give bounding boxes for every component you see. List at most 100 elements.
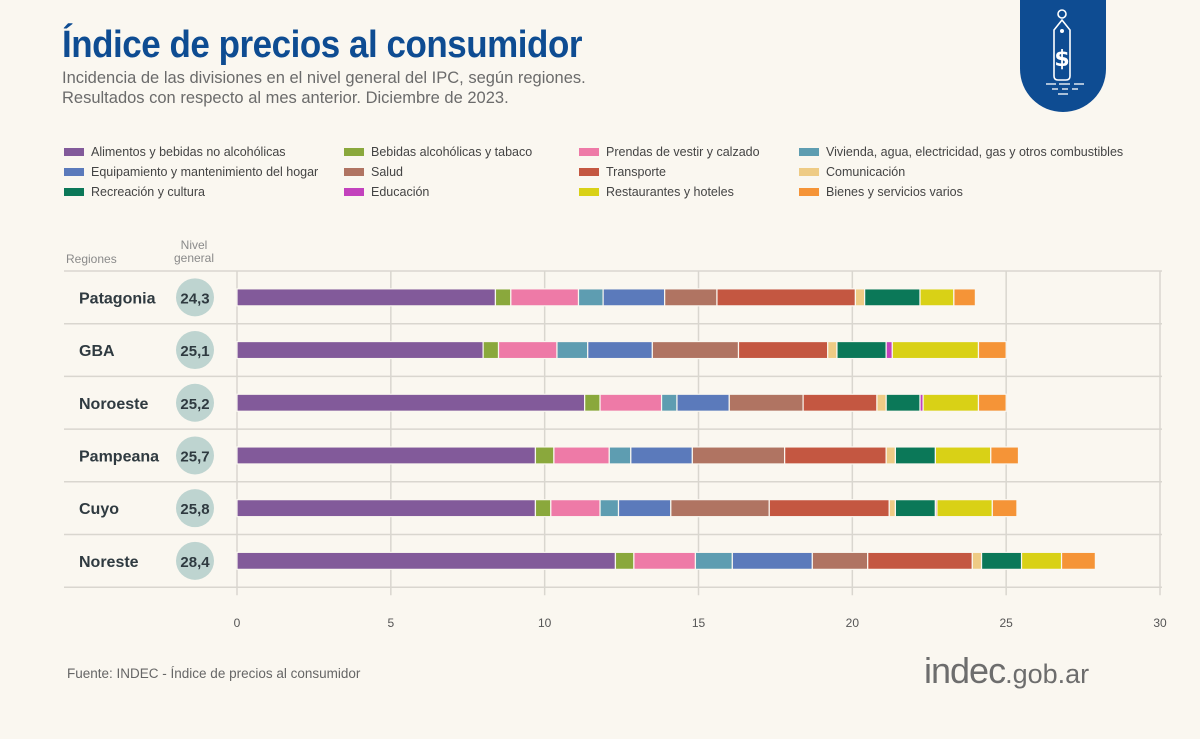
legend-label: Bebidas alcohólicas y tabaco	[371, 145, 533, 159]
legend-swatch	[579, 148, 599, 156]
bar-segment	[236, 551, 617, 570]
bar-segment	[894, 446, 937, 465]
bar-segment	[236, 499, 537, 518]
bar-segment	[953, 288, 977, 307]
bar-segment	[236, 446, 537, 465]
bar-segment	[977, 340, 1007, 360]
region-label: Noroeste	[79, 396, 148, 413]
legend-item: Equipamiento y mantenimiento del hogar	[64, 165, 318, 179]
legend-swatch	[799, 168, 819, 176]
legend-item: Transporte	[579, 165, 666, 179]
bar-segment	[811, 551, 869, 570]
bar-segment	[670, 499, 770, 518]
bar-segment	[608, 446, 632, 465]
bar-segment	[971, 551, 983, 570]
x-tick-label: 5	[387, 616, 394, 630]
bar-segment	[553, 446, 610, 465]
indec-logo: indec.gob.ar	[924, 650, 1089, 692]
bar-segment	[934, 446, 992, 465]
subtitle-line-2: Resultados con respecto al mes anterior.…	[62, 89, 509, 107]
price-tag-badge: $	[1020, 0, 1106, 112]
bar-segment	[936, 499, 993, 518]
legend-item: Bebidas alcohólicas y tabaco	[344, 145, 532, 159]
total-value: 28,4	[180, 554, 210, 571]
bar-segment	[614, 551, 635, 570]
region-label: Patagonia	[79, 290, 156, 307]
bar-segment	[651, 340, 740, 360]
total-bubble	[176, 436, 214, 475]
legend-item: Prendas de vestir y calzado	[579, 145, 760, 159]
x-tick-label: 10	[538, 616, 552, 630]
bar-segment	[802, 393, 878, 412]
legend-item: Recreación y cultura	[64, 185, 205, 199]
bar-segment	[731, 551, 813, 570]
bar-segment	[550, 499, 601, 518]
bar-segment	[716, 288, 857, 307]
bar-segment	[885, 340, 893, 360]
bar-segment	[599, 499, 620, 518]
bar-segment	[664, 288, 718, 307]
legend-swatch	[64, 148, 84, 156]
legend-label: Recreación y cultura	[91, 185, 205, 199]
bar-segment	[980, 551, 1023, 570]
x-tick-label: 15	[692, 616, 706, 630]
general-level-header-line1: Nivel	[180, 238, 208, 252]
legend-swatch	[64, 188, 84, 196]
bar-segment	[599, 393, 663, 412]
logo-main: indec	[924, 650, 1006, 691]
page-subtitle: Incidencia de las divisiones en el nivel…	[62, 68, 586, 108]
bar-segment	[827, 340, 838, 360]
total-value: 25,1	[180, 343, 209, 360]
legend-label: Salud	[371, 165, 403, 179]
legend-label: Bienes y servicios varios	[826, 185, 963, 199]
bar-segment	[602, 288, 666, 307]
bar-segment	[617, 499, 672, 518]
legend-label: Alimentos y bebidas no alcohólicas	[91, 145, 286, 159]
svg-text:$: $	[1054, 47, 1069, 72]
legend-label: Educación	[371, 185, 430, 199]
legend-item: Comunicación	[799, 165, 905, 179]
legend-label: Vivienda, agua, electricidad, gas y otro…	[826, 145, 1124, 159]
legend-label: Comunicación	[826, 165, 906, 179]
bar-segment	[894, 499, 937, 518]
legend-swatch	[344, 148, 364, 156]
bar-segment	[836, 340, 887, 360]
bar-segment	[494, 288, 512, 307]
total-value: 25,7	[180, 448, 209, 465]
region-label: Cuyo	[79, 501, 119, 518]
bar-segment	[891, 340, 980, 360]
legend-swatch	[344, 188, 364, 196]
bar-segment	[236, 393, 586, 412]
bar-segment	[867, 551, 973, 570]
legend-label: Restaurantes y hoteles	[606, 185, 734, 199]
bar-segment	[534, 446, 555, 465]
chart-legend: Alimentos y bebidas no alcohólicas Bebida…	[64, 145, 1164, 205]
x-tick-label: 0	[234, 616, 241, 630]
bar-segment	[577, 288, 604, 307]
legend-item: Vivienda, agua, electricidad, gas y otro…	[799, 145, 1123, 159]
total-bubble	[176, 541, 214, 580]
page-title: Índice de precios al consumidor	[62, 24, 583, 66]
bar-segment	[630, 446, 693, 465]
bar-segment	[236, 288, 497, 307]
legend-item: Educación	[344, 185, 429, 199]
legend-label: Prendas de vestir y calzado	[606, 145, 760, 159]
general-level-header: Nivel general	[166, 239, 222, 265]
bar-segment	[510, 288, 580, 307]
bar-segment	[922, 393, 980, 412]
bar-segment	[497, 340, 558, 360]
bar-segment	[676, 393, 730, 412]
bar-segment	[1020, 551, 1063, 570]
bar-segment	[768, 499, 890, 518]
bar-segment	[691, 446, 786, 465]
legend-item: Salud	[344, 165, 403, 179]
bar-segment	[854, 288, 866, 307]
legend-item: Bienes y servicios varios	[799, 185, 963, 199]
bar-segment	[587, 340, 653, 360]
bar-segment	[534, 499, 552, 518]
total-value: 25,8	[180, 501, 209, 518]
general-level-header-line2: general	[173, 251, 215, 265]
bar-segment	[888, 499, 897, 518]
bar-segment	[633, 551, 697, 570]
